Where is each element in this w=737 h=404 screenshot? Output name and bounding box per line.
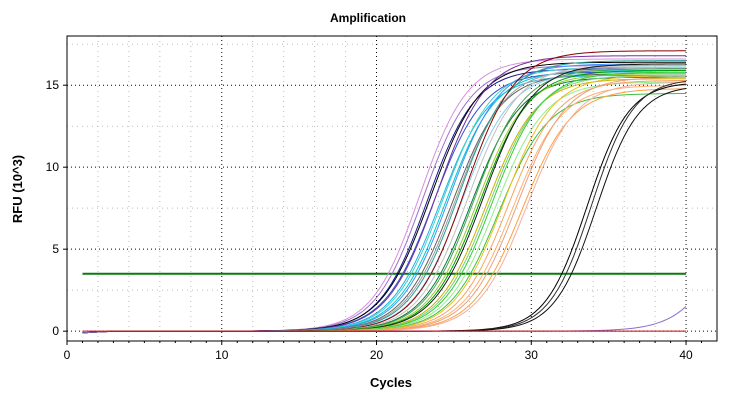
grid xyxy=(67,36,718,341)
amplification-curve xyxy=(82,68,687,334)
amplification-curve xyxy=(82,68,687,334)
x-tick-label: 40 xyxy=(679,348,693,362)
y-tick-label: 5 xyxy=(52,242,59,256)
amplification-curve xyxy=(82,63,687,334)
x-tick-label: 0 xyxy=(64,348,71,362)
amplification-curve xyxy=(82,68,687,334)
chart-title: Amplification xyxy=(330,11,406,25)
amplification-curve xyxy=(82,93,687,334)
y-tick-label: 0 xyxy=(52,324,59,338)
amplification-curve xyxy=(82,65,687,334)
amplification-curve xyxy=(82,65,687,334)
y-tick-label: 15 xyxy=(46,78,60,92)
tick-labels: 0 10 20 30 40 0 5 10 15 xyxy=(46,78,703,362)
plot-frame xyxy=(66,35,718,342)
x-axis-label: Cycles xyxy=(370,375,412,390)
amplification-curve xyxy=(82,61,687,334)
amplification-curve xyxy=(82,66,687,334)
x-tick-label: 10 xyxy=(215,348,229,362)
amplification-curve xyxy=(82,63,687,334)
y-tick-label: 10 xyxy=(46,160,60,174)
x-tick-label: 30 xyxy=(525,348,539,362)
series-layer xyxy=(82,50,687,334)
amplification-curve xyxy=(82,60,687,334)
y-axis-label: RFU (10^3) xyxy=(10,155,25,223)
x-tick-label: 20 xyxy=(370,348,384,362)
